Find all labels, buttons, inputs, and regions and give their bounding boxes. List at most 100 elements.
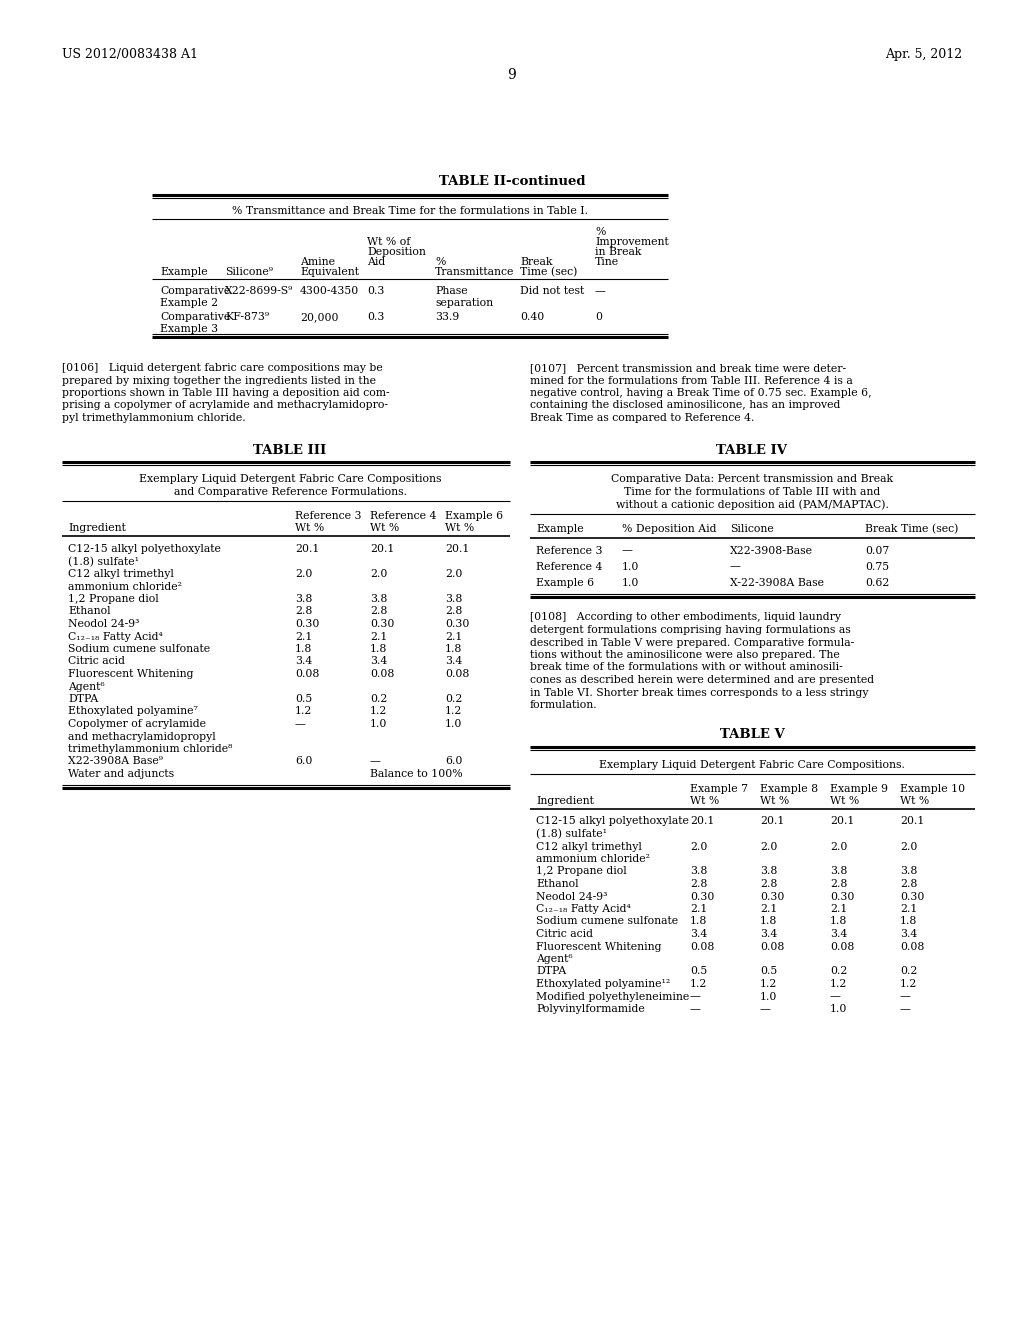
- Text: and Comparative Reference Formulations.: and Comparative Reference Formulations.: [173, 487, 407, 498]
- Text: —: —: [900, 991, 911, 1002]
- Text: 3.8: 3.8: [370, 594, 387, 605]
- Text: Comparative Data: Percent transmission and Break: Comparative Data: Percent transmission a…: [611, 474, 893, 484]
- Text: Example: Example: [160, 267, 208, 277]
- Text: Neodol 24-9³: Neodol 24-9³: [536, 891, 607, 902]
- Text: 2.0: 2.0: [370, 569, 387, 579]
- Text: Exemplary Liquid Detergent Fabric Care Compositions: Exemplary Liquid Detergent Fabric Care C…: [138, 474, 441, 484]
- Text: 3.8: 3.8: [830, 866, 848, 876]
- Text: 0: 0: [595, 312, 602, 322]
- Text: Reference 4: Reference 4: [370, 511, 436, 521]
- Text: 1.0: 1.0: [622, 578, 639, 587]
- Text: Example 8: Example 8: [760, 784, 818, 793]
- Text: 0.30: 0.30: [445, 619, 469, 630]
- Text: 2.8: 2.8: [900, 879, 918, 888]
- Text: Deposition: Deposition: [367, 247, 426, 257]
- Text: negative control, having a Break Time of 0.75 sec. Example 6,: negative control, having a Break Time of…: [530, 388, 871, 399]
- Text: Reference 4: Reference 4: [536, 561, 602, 572]
- Text: 0.30: 0.30: [690, 891, 715, 902]
- Text: Example 3: Example 3: [160, 323, 218, 334]
- Text: Neodol 24-9³: Neodol 24-9³: [68, 619, 139, 630]
- Text: Example 9: Example 9: [830, 784, 888, 793]
- Text: Ethanol: Ethanol: [68, 606, 111, 616]
- Text: % Deposition Aid: % Deposition Aid: [622, 524, 717, 533]
- Text: X22-3908A Base⁹: X22-3908A Base⁹: [68, 756, 163, 767]
- Text: Phase: Phase: [435, 286, 468, 296]
- Text: Improvement: Improvement: [595, 238, 669, 247]
- Text: [0107]   Percent transmission and break time were deter-: [0107] Percent transmission and break ti…: [530, 363, 846, 374]
- Text: 1,2 Propane diol: 1,2 Propane diol: [68, 594, 159, 605]
- Text: TABLE II-continued: TABLE II-continued: [438, 176, 586, 187]
- Text: 3.4: 3.4: [445, 656, 462, 667]
- Text: 3.8: 3.8: [295, 594, 312, 605]
- Text: 20.1: 20.1: [295, 544, 319, 554]
- Text: 0.30: 0.30: [900, 891, 925, 902]
- Text: DTPA: DTPA: [536, 966, 566, 977]
- Text: 2.8: 2.8: [370, 606, 387, 616]
- Text: 2.1: 2.1: [900, 904, 918, 913]
- Text: C₁₂₋₁₈ Fatty Acid⁴: C₁₂₋₁₈ Fatty Acid⁴: [536, 904, 631, 913]
- Text: formulation.: formulation.: [530, 700, 598, 710]
- Text: break time of the formulations with or without aminosili-: break time of the formulations with or w…: [530, 663, 843, 672]
- Text: 1.2: 1.2: [445, 706, 463, 717]
- Text: trimethylammonium chloride⁸: trimethylammonium chloride⁸: [68, 744, 232, 754]
- Text: 1.0: 1.0: [370, 719, 387, 729]
- Text: 2.8: 2.8: [760, 879, 777, 888]
- Text: Fluorescent Whitening: Fluorescent Whitening: [536, 941, 662, 952]
- Text: Balance to 100%: Balance to 100%: [370, 770, 463, 779]
- Text: —: —: [900, 1005, 911, 1014]
- Text: 20,000: 20,000: [300, 312, 339, 322]
- Text: 1.2: 1.2: [295, 706, 312, 717]
- Text: Break Time as compared to Reference 4.: Break Time as compared to Reference 4.: [530, 413, 755, 422]
- Text: KF-873⁹: KF-873⁹: [225, 312, 269, 322]
- Text: Citric acid: Citric acid: [536, 929, 593, 939]
- Text: 3.4: 3.4: [760, 929, 777, 939]
- Text: 1.8: 1.8: [370, 644, 387, 653]
- Text: Water and adjuncts: Water and adjuncts: [68, 770, 174, 779]
- Text: Break: Break: [520, 257, 553, 267]
- Text: 2.1: 2.1: [760, 904, 777, 913]
- Text: 2.0: 2.0: [295, 569, 312, 579]
- Text: 3.4: 3.4: [295, 656, 312, 667]
- Text: 0.3: 0.3: [367, 312, 384, 322]
- Text: [0106]   Liquid detergent fabric care compositions may be: [0106] Liquid detergent fabric care comp…: [62, 363, 383, 374]
- Text: C12-15 alkyl polyethoxylate: C12-15 alkyl polyethoxylate: [536, 817, 689, 826]
- Text: cones as described herein were determined and are presented: cones as described herein were determine…: [530, 675, 874, 685]
- Text: 0.2: 0.2: [830, 966, 848, 977]
- Text: 3.8: 3.8: [690, 866, 708, 876]
- Text: X22-3908-Base: X22-3908-Base: [730, 545, 813, 556]
- Text: Ingredient: Ingredient: [68, 523, 126, 533]
- Text: 6.0: 6.0: [445, 756, 463, 767]
- Text: Silicone⁹: Silicone⁹: [225, 267, 273, 277]
- Text: tions without the aminosilicone were also prepared. The: tions without the aminosilicone were als…: [530, 649, 840, 660]
- Text: 2.8: 2.8: [830, 879, 848, 888]
- Text: 2.8: 2.8: [690, 879, 708, 888]
- Text: 3.8: 3.8: [445, 594, 463, 605]
- Text: Equivalent: Equivalent: [300, 267, 359, 277]
- Text: Wt % of: Wt % of: [367, 238, 411, 247]
- Text: 1.8: 1.8: [900, 916, 918, 927]
- Text: Wt %: Wt %: [370, 523, 399, 533]
- Text: Reference 3: Reference 3: [536, 545, 602, 556]
- Text: 9: 9: [508, 69, 516, 82]
- Text: 0.30: 0.30: [295, 619, 319, 630]
- Text: Agent⁶: Agent⁶: [68, 681, 104, 692]
- Text: 2.0: 2.0: [830, 842, 848, 851]
- Text: % Transmittance and Break Time for the formulations in Table I.: % Transmittance and Break Time for the f…: [232, 206, 588, 216]
- Text: Polyvinylformamide: Polyvinylformamide: [536, 1005, 645, 1014]
- Text: Ethoxylated polyamine⁷: Ethoxylated polyamine⁷: [68, 706, 198, 717]
- Text: Wt %: Wt %: [900, 796, 929, 805]
- Text: 3.8: 3.8: [900, 866, 918, 876]
- Text: 4300-4350: 4300-4350: [300, 286, 359, 296]
- Text: C₁₂₋₁₈ Fatty Acid⁴: C₁₂₋₁₈ Fatty Acid⁴: [68, 631, 163, 642]
- Text: 2.0: 2.0: [900, 842, 918, 851]
- Text: —: —: [595, 286, 606, 296]
- Text: X22-8699-S⁹: X22-8699-S⁹: [225, 286, 293, 296]
- Text: 1.2: 1.2: [830, 979, 848, 989]
- Text: 3.4: 3.4: [830, 929, 847, 939]
- Text: detergent formulations comprising having formulations as: detergent formulations comprising having…: [530, 624, 851, 635]
- Text: 2.0: 2.0: [690, 842, 708, 851]
- Text: 1.0: 1.0: [830, 1005, 848, 1014]
- Text: 2.1: 2.1: [830, 904, 848, 913]
- Text: 1.2: 1.2: [370, 706, 387, 717]
- Text: Example 2: Example 2: [160, 298, 218, 308]
